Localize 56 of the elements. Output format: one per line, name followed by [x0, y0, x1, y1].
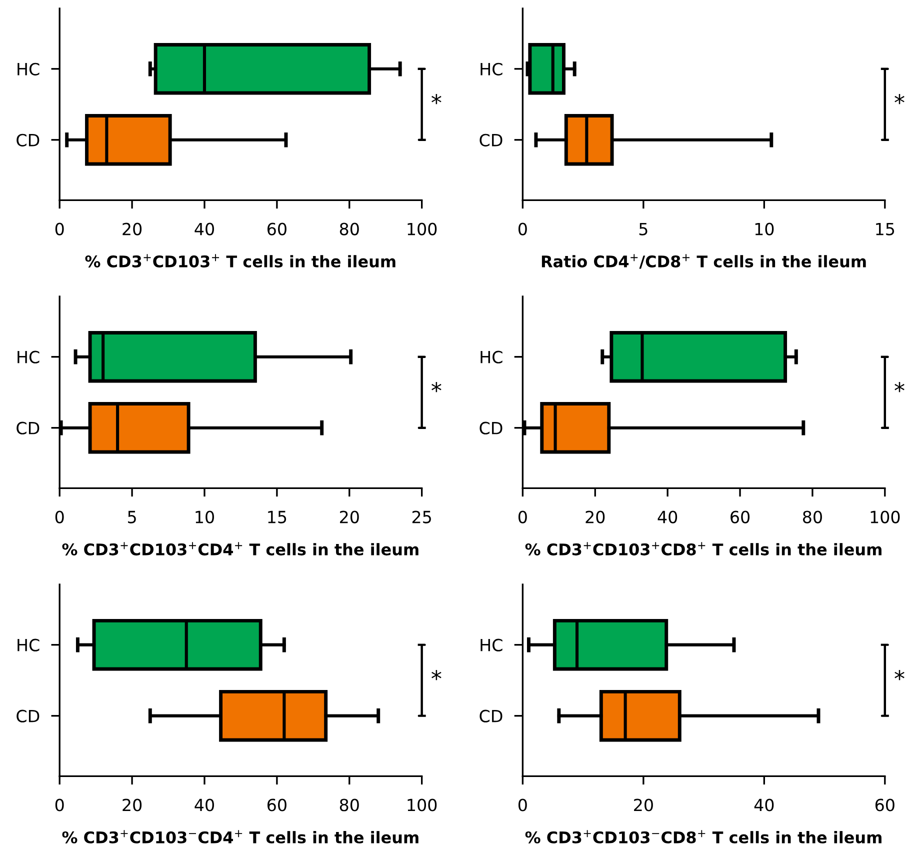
- x-tick-label: 60: [267, 798, 286, 812]
- x-tick-label: 0: [518, 798, 527, 812]
- x-tick-label: 0: [518, 222, 527, 236]
- x-axis-title: % CD3$^{+}$CD103$^{−}$CD4$^{+}$ T cells in the ileum: [62, 830, 418, 844]
- y-tick-label: CD: [16, 710, 40, 722]
- y-tick-label: HC: [480, 62, 502, 76]
- x-tick-label: 0: [55, 222, 64, 236]
- x-tick-label: 40: [194, 798, 214, 812]
- x-tick-label: 80: [340, 798, 359, 812]
- x-tick-label: 10: [755, 222, 774, 236]
- x-axis-title: % CD3$^{+}$CD103$^{+}$CD8$^{+}$ T cells in the ileum: [525, 542, 882, 556]
- x-tick-label: 25: [412, 510, 431, 524]
- y-tick-label: CD: [480, 710, 502, 722]
- x-tick-label: 0: [518, 510, 527, 524]
- x-tick-label: 80: [340, 222, 359, 236]
- x-tick-label: 60: [875, 798, 894, 812]
- x-tick-label: 5: [639, 222, 648, 236]
- x-tick-label: 20: [634, 798, 653, 812]
- y-tick-label: CD: [480, 134, 502, 146]
- y-tick-label: HC: [480, 350, 502, 364]
- text: *: [894, 94, 904, 104]
- x-tick-label: 20: [586, 510, 605, 524]
- x-tick-label: 60: [730, 510, 750, 524]
- x-tick-label: 60: [267, 222, 286, 236]
- x-tick-label: 40: [754, 798, 774, 812]
- x-axis-title: Ratio CD4$^{+}$/CD8$^{+}$ T cells in the ileum: [542, 254, 866, 269]
- x-tick-label: 100: [408, 798, 437, 812]
- x-axis-title: % CD3$^{+}$CD103$^{+}$CD4$^{+}$ T cells in the ileum: [62, 542, 418, 556]
- x-tick-label: 80: [802, 510, 822, 524]
- y-tick-label: CD: [480, 422, 502, 434]
- x-tick-label: 15: [268, 510, 286, 524]
- x-tick-label: 5: [128, 510, 136, 524]
- y-tick-label: HC: [480, 638, 502, 652]
- x-tick-label: 40: [658, 510, 678, 524]
- y-tick-label: HC: [18, 638, 40, 652]
- x-tick-label: 0: [55, 798, 64, 812]
- x-tick-label: 0: [55, 510, 64, 524]
- text: *: [432, 94, 442, 104]
- x-tick-label: 20: [122, 222, 142, 236]
- y-tick-label: CD: [16, 422, 40, 434]
- text: *: [432, 670, 442, 680]
- x-axis-title: % CD3$^{+}$CD103$^{−}$CD8$^{+}$ T cells in the ileum: [525, 830, 882, 844]
- x-tick-label: 40: [194, 222, 214, 236]
- y-tick-label: HC: [18, 62, 40, 76]
- x-tick-label: 100: [408, 222, 437, 236]
- x-axis-title: % CD3$^{+}$CD103$^{+}$ T cells in the ileum: [85, 254, 396, 268]
- x-tick-label: 20: [122, 798, 142, 812]
- text: *: [432, 382, 442, 392]
- text: *: [894, 382, 904, 392]
- text: *: [894, 670, 904, 680]
- y-tick-label: HC: [18, 350, 40, 364]
- x-tick-label: 10: [196, 510, 214, 524]
- x-tick-label: 100: [870, 510, 900, 524]
- x-tick-label: 15: [876, 222, 894, 236]
- x-tick-label: 20: [340, 510, 359, 524]
- y-tick-label: CD: [16, 134, 40, 146]
